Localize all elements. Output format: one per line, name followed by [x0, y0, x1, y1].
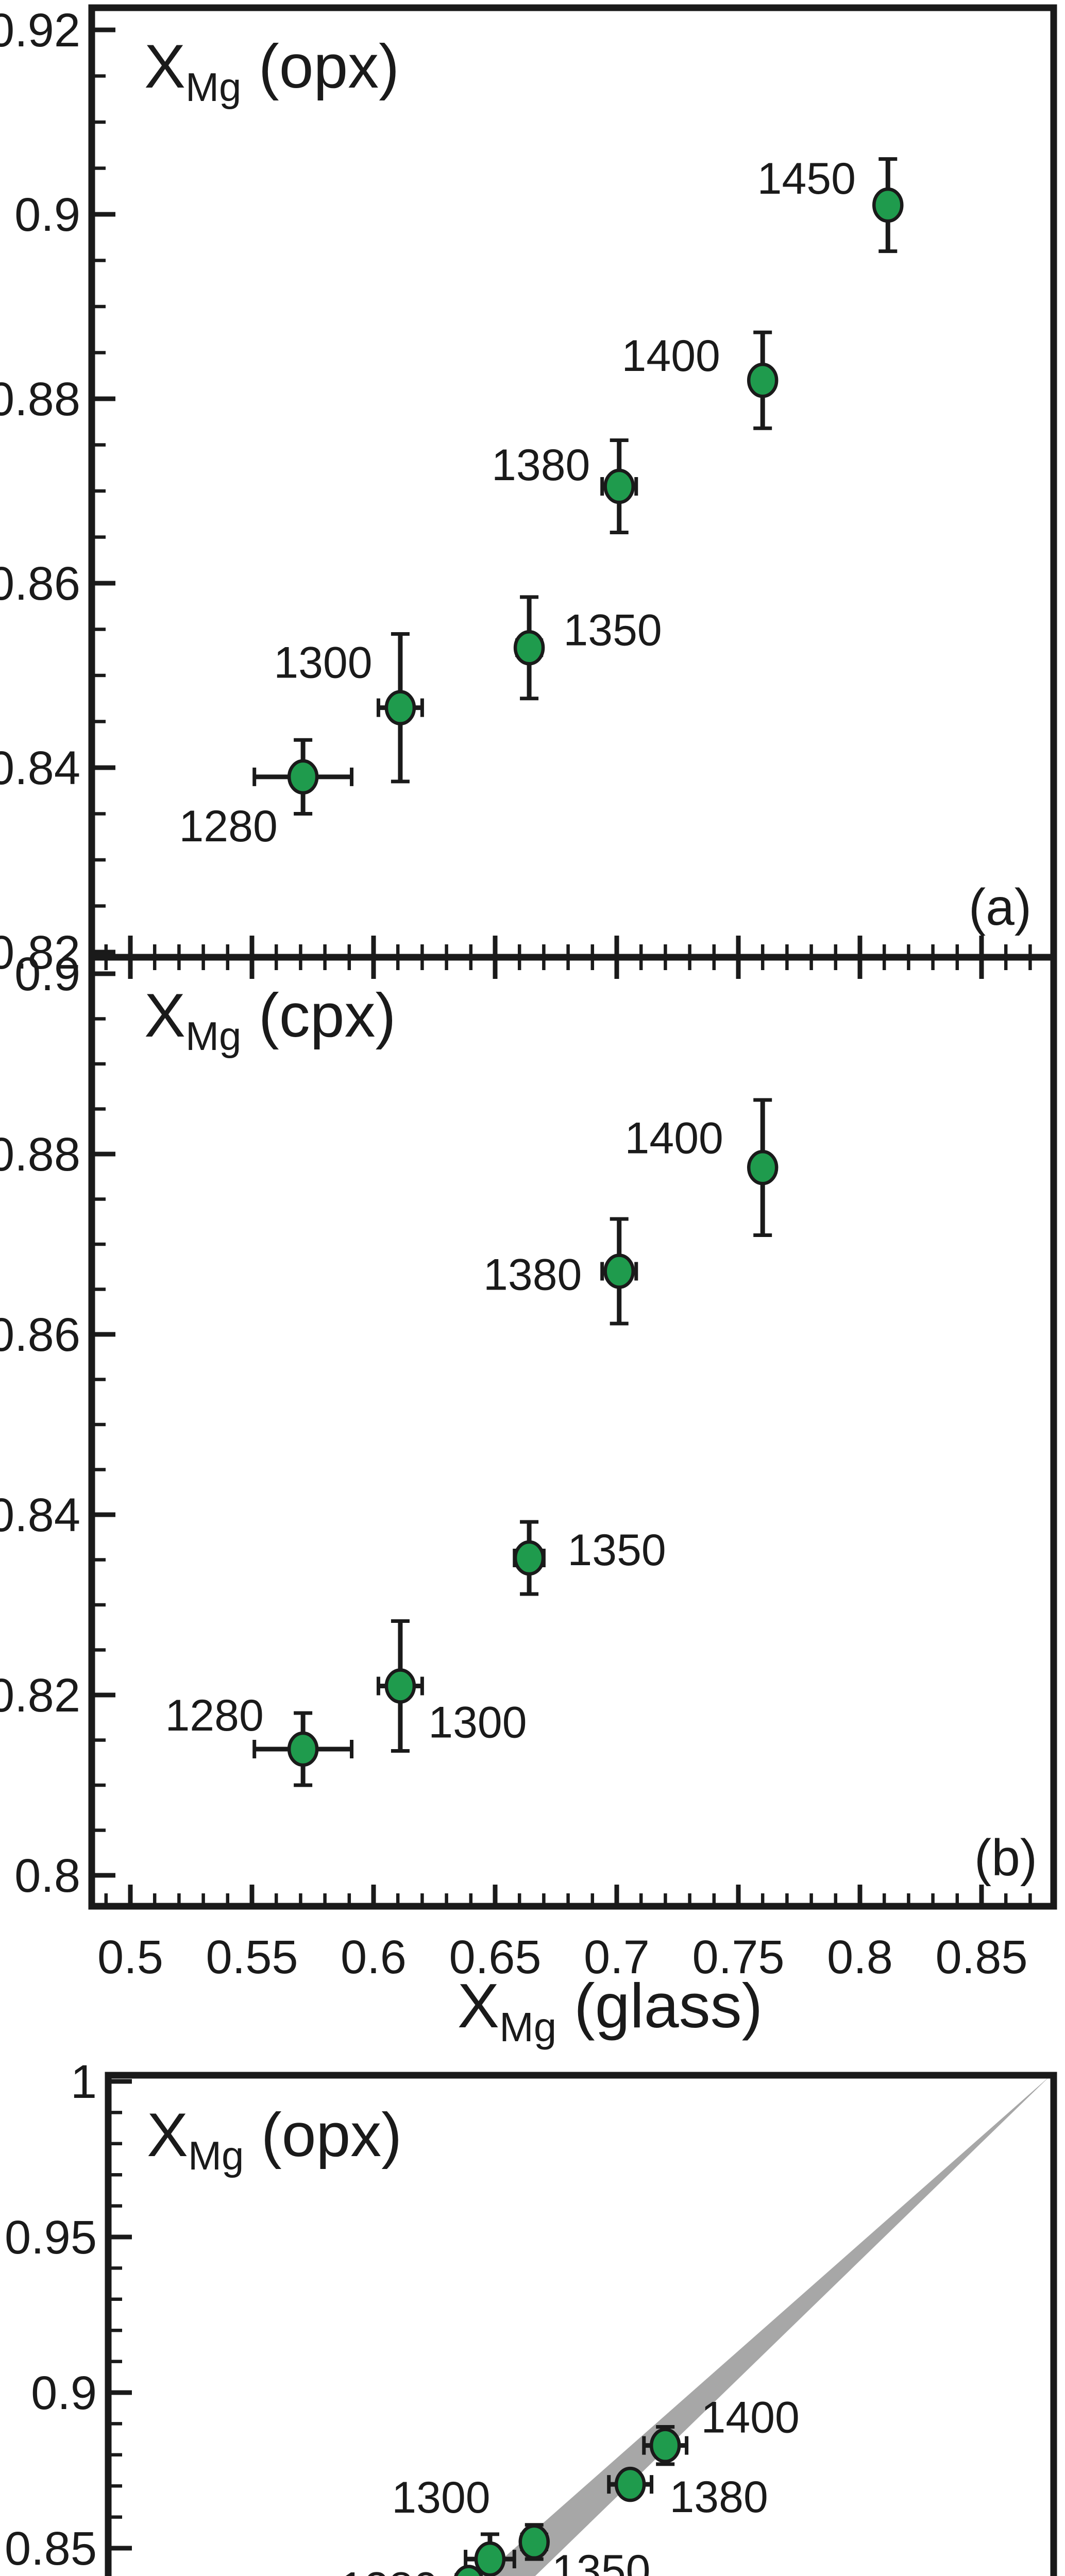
- panel-c: 1400125010.950.90.850.80.750.70.70.750.8…: [5, 2056, 1057, 2576]
- data-point-1280: [454, 2565, 483, 2576]
- y-tick-label: 0.86: [0, 1309, 80, 1361]
- data-point-1300: [474, 2541, 506, 2576]
- x-tick-label: 0.85: [935, 1931, 1027, 1984]
- y-tick-label: 0.84: [0, 1489, 80, 1541]
- data-point-1350: [518, 2524, 550, 2560]
- isotherm-band: [483, 2075, 1051, 2576]
- y-tick-label: 0.9: [14, 948, 80, 1001]
- data-point-1450: [872, 187, 904, 223]
- y-tick-label: 0.88: [0, 1128, 80, 1181]
- data-point-1380: [603, 468, 635, 504]
- y-tick-label: 1: [71, 2056, 97, 2108]
- temperature-label-1380: 1380: [483, 1250, 582, 1300]
- panel-letter-b: (b): [974, 1829, 1037, 1887]
- temperature-label-1300: 1300: [274, 638, 372, 688]
- temperature-label-1380: 1380: [669, 2472, 768, 2522]
- data-point-1300: [384, 1668, 416, 1704]
- x-tick-label: 0.5: [97, 1931, 163, 1984]
- x-tick-label: 0.55: [206, 1931, 298, 1984]
- data-point-1400: [649, 2428, 681, 2463]
- y-tick-label: 0.88: [0, 373, 80, 426]
- x-tick-label: 0.8: [827, 1931, 893, 1984]
- temperature-label-1350: 1350: [552, 2546, 650, 2576]
- data-point-1380: [603, 1253, 635, 1289]
- panel-letter-a: (a): [969, 878, 1032, 936]
- x-tick-label: 0.6: [341, 1931, 407, 1984]
- temperature-label-1280: 1280: [340, 2563, 438, 2576]
- temperature-label-1380: 1380: [492, 440, 590, 490]
- data-point-1300: [384, 690, 416, 725]
- y-tick-label: 0.84: [0, 742, 80, 794]
- temperature-label-1300: 1300: [392, 2473, 490, 2522]
- x-tick-label: 0.75: [692, 1931, 784, 1984]
- data-point-1350: [513, 630, 545, 666]
- temperature-label-1450: 1450: [757, 154, 856, 204]
- plot-frame: [88, 954, 1057, 1910]
- temperature-label-1280: 1280: [179, 802, 277, 851]
- x-axis-title-glass: XMg (glass): [458, 1971, 763, 2050]
- y-tick-label: 0.82: [0, 926, 80, 979]
- data-point-1280: [287, 759, 319, 795]
- temperature-label-1400: 1400: [625, 1113, 723, 1163]
- y-tick-label: 0.95: [5, 2211, 97, 2264]
- y-tick-label: 0.92: [0, 4, 80, 57]
- panel-a: 0.92 0.9 0.88 0.86 0.84 0.82 1280 1300 1350 1380 1…: [0, 4, 1057, 979]
- panel-title-c: XMg (opx): [147, 2100, 402, 2178]
- y-tick-label: 0.85: [5, 2522, 97, 2575]
- temperature-label-1400: 1400: [622, 331, 720, 381]
- temperature-label-1350: 1350: [567, 1526, 666, 1575]
- y-tick-label: 0.86: [0, 557, 80, 610]
- data-point-1350: [513, 1540, 545, 1576]
- error-bars-1300: [376, 1619, 424, 1753]
- data-point-1380: [614, 2466, 646, 2502]
- plot-frame: [105, 2072, 1057, 2576]
- y-tick-label: 0.8: [14, 1850, 80, 1902]
- x-tick-label: 0.7: [584, 1931, 650, 1984]
- panel-b: 0.9 0.88 0.86 0.84 0.82 0.8 0.5 0.55 0.6 0.65 0.7 0…: [0, 948, 1057, 1984]
- panel-title-b: XMg (cpx): [144, 981, 396, 1059]
- y-tick-label: 0.9: [14, 189, 80, 241]
- temperature-label-1400: 1400: [701, 2393, 800, 2443]
- temperature-label-1350: 1350: [563, 605, 662, 655]
- data-point-1400: [747, 362, 779, 398]
- data-point-1400: [747, 1150, 779, 1185]
- y-tick-label: 0.9: [31, 2367, 97, 2419]
- panel-title-a: XMg (opx): [144, 32, 399, 110]
- x-tick-label: 0.65: [449, 1931, 541, 1984]
- data-point-1280: [287, 1731, 319, 1767]
- temperature-label-1300: 1300: [428, 1698, 527, 1748]
- y-tick-label: 0.82: [0, 1669, 80, 1722]
- temperature-label-1280: 1280: [165, 1691, 263, 1740]
